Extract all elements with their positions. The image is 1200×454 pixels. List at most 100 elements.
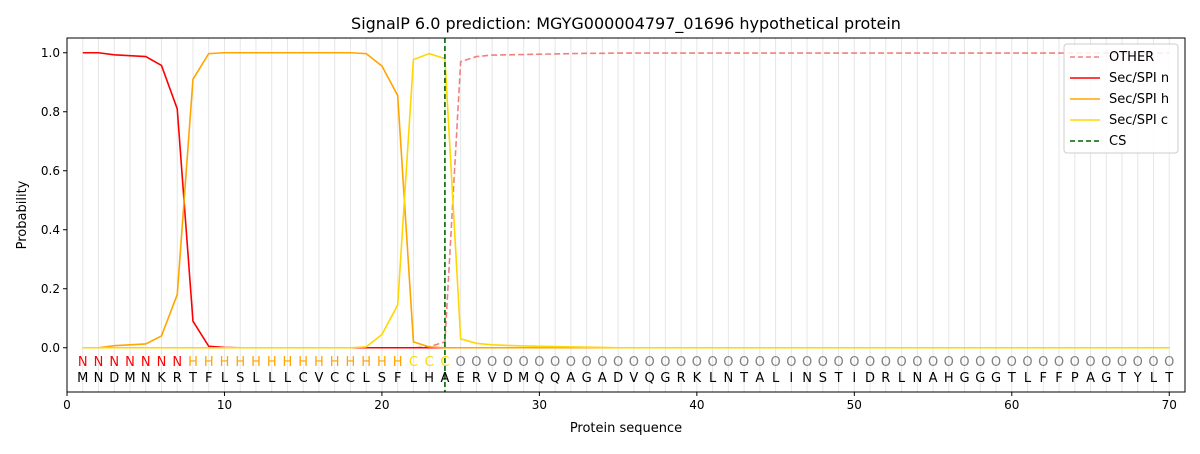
region-label: O xyxy=(519,355,529,370)
region-label: H xyxy=(346,355,356,370)
region-label: O xyxy=(1022,355,1032,370)
legend-label: OTHER xyxy=(1109,50,1154,65)
region-label: N xyxy=(125,355,135,370)
region-label: N xyxy=(141,355,151,370)
region-label: O xyxy=(881,355,891,370)
region-label: O xyxy=(770,355,780,370)
region-label: H xyxy=(314,355,324,370)
region-label: O xyxy=(676,355,686,370)
region-label: O xyxy=(1038,355,1048,370)
y-tick-label: 0.4 xyxy=(41,223,60,237)
region-label: N xyxy=(94,355,104,370)
region-label: O xyxy=(503,355,513,370)
region-label: H xyxy=(393,355,403,370)
region-label: N xyxy=(157,355,167,370)
region-label: O xyxy=(975,355,985,370)
region-label: O xyxy=(1070,355,1080,370)
y-tick-label: 0.8 xyxy=(41,105,60,119)
region-label: O xyxy=(1148,355,1158,370)
series-line-sec-spi-h xyxy=(82,51,1170,349)
chart-title: SignalP 6.0 prediction: MGYG000004797_01… xyxy=(351,14,901,34)
region-label: O xyxy=(1007,355,1017,370)
region-label: O xyxy=(692,355,702,370)
region-label: H xyxy=(283,355,293,370)
region-label: C xyxy=(425,355,434,370)
y-tick-label: 0.0 xyxy=(41,341,60,355)
region-label: O xyxy=(739,355,749,370)
region-label: O xyxy=(707,355,717,370)
region-label: O xyxy=(755,355,765,370)
series-line-sec-spi-c xyxy=(82,52,1170,349)
legend-label: CS xyxy=(1109,134,1126,149)
y-axis-label: Probability xyxy=(15,180,30,249)
x-tick-label: 40 xyxy=(689,398,704,412)
region-label: N xyxy=(109,355,119,370)
x-axis-label: Protein sequence xyxy=(570,421,682,436)
x-tick-label: 10 xyxy=(217,398,232,412)
region-label: O xyxy=(849,355,859,370)
region-label: O xyxy=(723,355,733,370)
region-label: O xyxy=(912,355,922,370)
region-label: H xyxy=(267,355,277,370)
series-line-sec-spi-n xyxy=(82,51,1170,349)
region-label: O xyxy=(566,355,576,370)
region-label: O xyxy=(959,355,969,370)
region-label: H xyxy=(188,355,198,370)
region-label: O xyxy=(818,355,828,370)
region-label: O xyxy=(660,355,670,370)
region-label: O xyxy=(944,355,954,370)
region-label: O xyxy=(896,355,906,370)
x-tick-label: 60 xyxy=(1004,398,1019,412)
region-label: O xyxy=(534,355,544,370)
y-tick-label: 0.2 xyxy=(41,282,60,296)
region-label: H xyxy=(220,355,230,370)
region-label: O xyxy=(550,355,560,370)
region-label: H xyxy=(330,355,340,370)
region-label: O xyxy=(1101,355,1111,370)
region-label: C xyxy=(409,355,418,370)
x-tick-label: 50 xyxy=(847,398,862,412)
plot-frame xyxy=(66,37,1186,393)
y-tick-label: 0.6 xyxy=(41,164,60,178)
legend-box xyxy=(1063,43,1179,154)
x-tick-label: 70 xyxy=(1162,398,1177,412)
legend-label: Sec/SPI n xyxy=(1109,71,1169,86)
region-label: O xyxy=(629,355,639,370)
region-label: O xyxy=(456,355,466,370)
series-line-other xyxy=(82,52,1170,349)
region-label: H xyxy=(298,355,308,370)
region-label: O xyxy=(613,355,623,370)
region-label: O xyxy=(487,355,497,370)
region-label: O xyxy=(833,355,843,370)
legend-label: Sec/SPI h xyxy=(1109,92,1169,107)
region-label: N xyxy=(78,355,88,370)
x-tick-label: 20 xyxy=(374,398,389,412)
region-label: O xyxy=(802,355,812,370)
region-label: H xyxy=(235,355,245,370)
residue-sequence: MNDMNKRTFLSLLLCVCCLSFLHAERVDMQQAGADVQGRK… xyxy=(77,371,1173,386)
x-tick-label: 30 xyxy=(532,398,547,412)
region-label: O xyxy=(1164,355,1174,370)
region-label: O xyxy=(865,355,875,370)
region-label: C xyxy=(440,355,449,370)
region-label: O xyxy=(471,355,481,370)
y-tick-label: 1.0 xyxy=(41,46,60,60)
region-label: O xyxy=(786,355,796,370)
region-label: O xyxy=(1085,355,1095,370)
region-label: O xyxy=(1054,355,1064,370)
region-label: O xyxy=(597,355,607,370)
region-label: O xyxy=(928,355,938,370)
legend-label: Sec/SPI c xyxy=(1109,113,1168,128)
region-label: N xyxy=(172,355,182,370)
region-label: H xyxy=(251,355,261,370)
region-label: O xyxy=(991,355,1001,370)
region-label: O xyxy=(645,355,655,370)
region-label: H xyxy=(361,355,371,370)
region-label: H xyxy=(204,355,214,370)
x-tick-label: 0 xyxy=(63,398,71,412)
region-label: O xyxy=(1117,355,1127,370)
region-label: O xyxy=(1133,355,1143,370)
region-label: O xyxy=(582,355,592,370)
region-label: H xyxy=(377,355,387,370)
